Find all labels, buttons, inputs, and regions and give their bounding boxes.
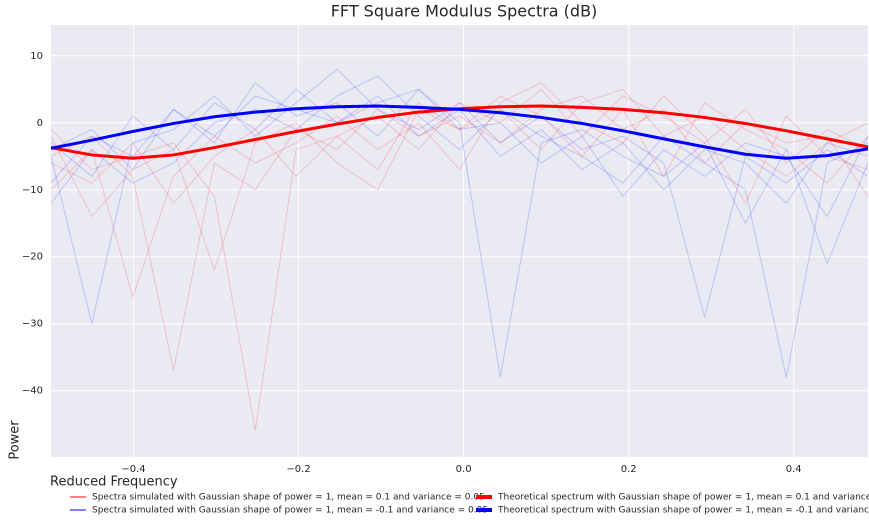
x-axis-label: Reduced Frequency (50, 475, 178, 490)
series-line (51, 88, 868, 378)
series-line (51, 95, 868, 372)
legend-label: Theoretical spectrum with Gaussian shape… (497, 493, 869, 503)
legend-label: Theoretical spectrum with Gaussian shape… (497, 506, 869, 516)
y-tick-label: −20 (22, 252, 43, 263)
series-line (51, 88, 868, 432)
legend-label: Spectra simulated with Gaussian shape of… (92, 506, 488, 516)
y-tick-label: −30 (22, 319, 43, 330)
legend-label: Spectra simulated with Gaussian shape of… (92, 493, 485, 503)
series-line (51, 82, 868, 298)
plot-area (51, 25, 868, 457)
series-line (51, 68, 868, 325)
y-tick-label: −40 (22, 386, 43, 397)
x-tick-label: 0.0 (456, 464, 472, 475)
chart-title: FFT Square Modulus Spectra (dB) (331, 2, 598, 21)
x-tick-label: −0.2 (286, 464, 310, 475)
y-tick-label: −10 (22, 185, 43, 196)
series-line (51, 104, 868, 160)
y-axis-label: Power (8, 420, 23, 460)
x-tick-label: 0.2 (621, 464, 637, 475)
x-tick-label: −0.4 (121, 464, 145, 475)
y-tick-label: 10 (30, 51, 43, 62)
y-tick-label: 0 (37, 118, 43, 129)
series-line (51, 75, 868, 378)
x-tick-label: 0.4 (786, 464, 802, 475)
